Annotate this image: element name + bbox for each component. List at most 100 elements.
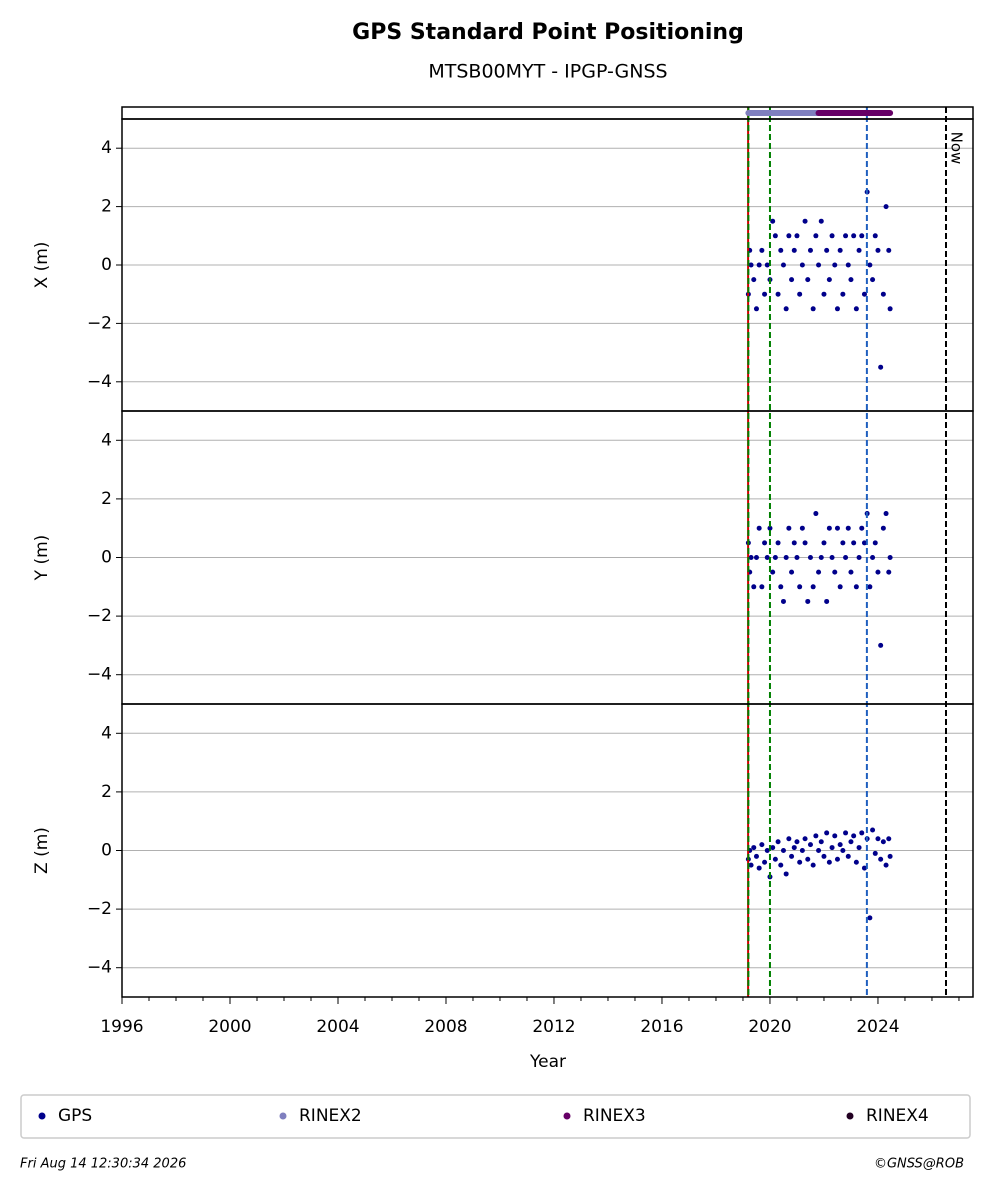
- data-point: [748, 555, 754, 560]
- data-point: [845, 262, 851, 268]
- data-point: [807, 842, 813, 848]
- data-point: [840, 848, 846, 853]
- data-point: [837, 247, 843, 253]
- data-point: [867, 915, 873, 921]
- data-point: [753, 853, 759, 859]
- data-point: [772, 233, 778, 239]
- data-point: [821, 540, 827, 546]
- data-point: [883, 204, 889, 210]
- data-point: [834, 525, 840, 531]
- y-axis-label: X (m): [32, 242, 52, 289]
- data-point: [826, 525, 832, 531]
- data-point: [837, 842, 843, 848]
- data-point: [870, 555, 876, 560]
- data-point: [778, 862, 784, 868]
- legend-label: RINEX3: [583, 1106, 646, 1126]
- data-point: [883, 511, 889, 517]
- legend-box: [20, 1094, 971, 1139]
- data-point: [887, 853, 893, 859]
- data-point: [837, 584, 843, 590]
- data-point: [802, 836, 808, 842]
- data-point: [843, 233, 849, 239]
- data-point: [775, 291, 781, 297]
- data-point: [859, 830, 865, 836]
- data-point: [832, 833, 838, 839]
- data-point: [794, 555, 800, 560]
- data-point: [810, 306, 816, 312]
- data-point: [767, 525, 773, 531]
- data-point: [810, 862, 816, 868]
- data-point: [851, 833, 857, 839]
- x-tick-label: 2020: [748, 1017, 791, 1037]
- data-point: [748, 862, 754, 868]
- data-point: [832, 569, 838, 575]
- data-point: [775, 839, 781, 845]
- legend-marker: [846, 1112, 854, 1120]
- x-tick-label: 2012: [532, 1017, 575, 1037]
- data-point: [834, 856, 840, 862]
- data-point: [870, 277, 876, 283]
- y-tick-label: −4: [87, 372, 112, 392]
- data-point: [759, 247, 765, 253]
- legend-marker: [279, 1112, 287, 1120]
- data-point: [848, 839, 854, 845]
- legend-marker: [563, 1112, 571, 1120]
- data-point: [883, 862, 889, 868]
- data-point: [816, 569, 822, 575]
- data-point: [813, 233, 819, 239]
- data-point: [753, 306, 759, 312]
- data-point: [861, 540, 867, 546]
- data-point: [805, 598, 811, 604]
- data-point: [786, 836, 792, 842]
- data-point: [840, 291, 846, 297]
- y-tick-label: −2: [87, 313, 112, 333]
- data-point: [802, 218, 808, 224]
- data-point: [780, 598, 786, 604]
- data-point: [875, 836, 881, 842]
- data-point: [789, 569, 795, 575]
- data-point: [772, 555, 778, 560]
- y-tick-label: 2: [101, 489, 112, 509]
- data-point: [821, 853, 827, 859]
- data-point: [826, 277, 832, 283]
- data-point: [805, 277, 811, 283]
- data-point: [851, 233, 857, 239]
- data-point: [799, 525, 805, 531]
- footer-credit: ©GNSS@ROB: [874, 1157, 964, 1172]
- data-point: [770, 569, 776, 575]
- data-point: [818, 555, 824, 560]
- data-point: [829, 555, 835, 560]
- x-tick-label: 2016: [640, 1017, 683, 1037]
- data-point: [861, 291, 867, 297]
- data-point: [805, 856, 811, 862]
- y-axis-label: Y (m): [32, 535, 52, 582]
- data-point: [753, 555, 759, 560]
- legend-label: RINEX4: [866, 1106, 929, 1126]
- data-point: [807, 247, 813, 253]
- data-point: [786, 233, 792, 239]
- data-point: [853, 584, 859, 590]
- data-point: [794, 233, 800, 239]
- data-point: [872, 233, 878, 239]
- data-point: [797, 859, 803, 865]
- data-point: [756, 525, 762, 531]
- data-point: [886, 836, 892, 842]
- data-point: [780, 848, 786, 853]
- y-tick-label: 0: [101, 841, 112, 861]
- data-point: [783, 555, 789, 560]
- data-point: [818, 218, 824, 224]
- y-tick-label: 4: [101, 138, 112, 158]
- data-point: [843, 555, 849, 560]
- data-point: [872, 850, 878, 856]
- data-point: [867, 262, 873, 268]
- data-point: [875, 569, 881, 575]
- x-tick-label: 1996: [100, 1017, 143, 1037]
- data-point: [834, 306, 840, 312]
- data-point: [872, 540, 878, 546]
- data-point: [759, 842, 765, 848]
- footer-date: Fri Aug 14 12:30:34 2026: [20, 1157, 186, 1172]
- legend-label: GPS: [58, 1106, 92, 1126]
- panel-frame: [121, 703, 974, 998]
- data-point: [794, 839, 800, 845]
